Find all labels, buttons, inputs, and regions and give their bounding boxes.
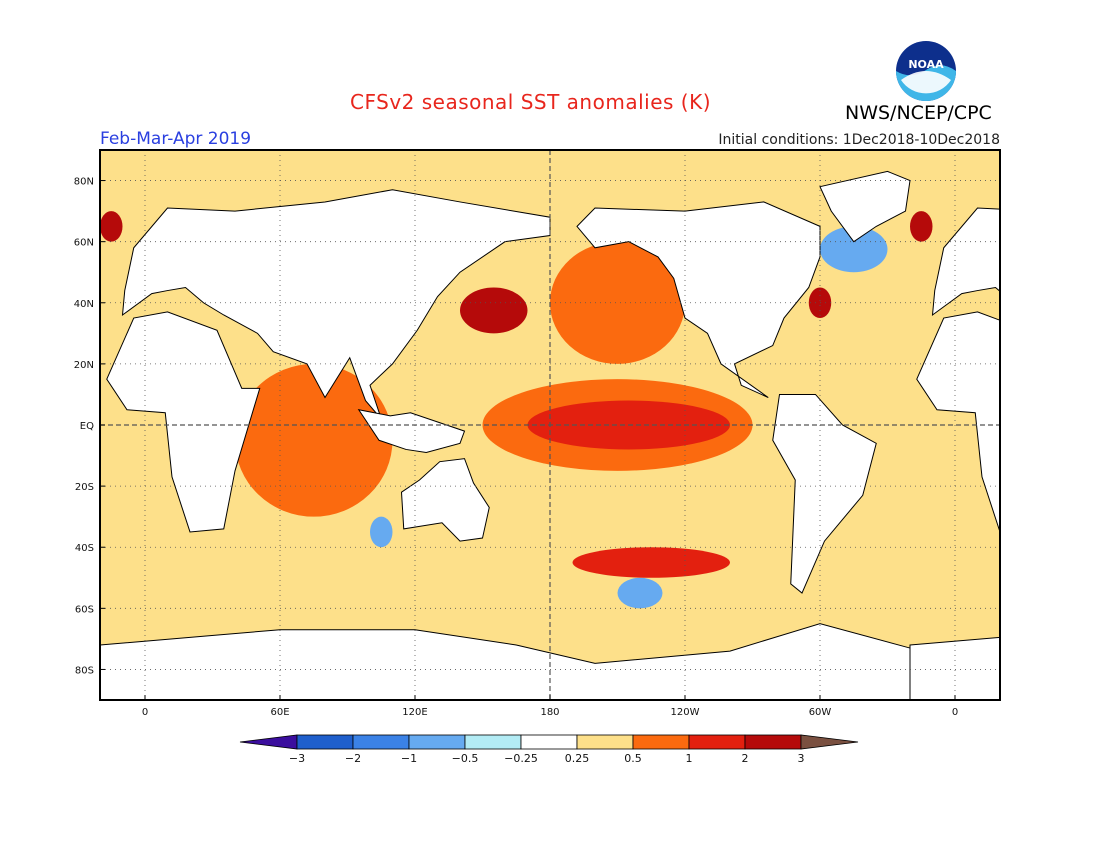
anomaly-region xyxy=(460,287,528,334)
organization-label: NWS/NCEP/CPC xyxy=(845,102,992,124)
colorbar-low-arrow xyxy=(239,734,298,750)
initial-conditions: Initial conditions: 1Dec2018-10Dec2018 xyxy=(718,132,1000,148)
anomaly-region xyxy=(550,241,685,364)
anomaly-region xyxy=(617,577,663,609)
land-south-america xyxy=(772,393,877,594)
colorbar-box xyxy=(632,734,690,750)
land-africa xyxy=(106,311,261,533)
colorbar-label: −2 xyxy=(345,752,361,765)
lat-tick-label: 40S xyxy=(75,543,94,554)
chart-title: CFSv2 seasonal SST anomalies (K) xyxy=(350,90,711,114)
colorbar-label: −0.5 xyxy=(452,752,479,765)
lat-tick-label: 80S xyxy=(75,665,94,676)
land-indonesia xyxy=(357,409,466,454)
logo-text: NOAA xyxy=(908,58,944,71)
colorbar-label: 1 xyxy=(686,752,693,765)
colorbar-label: 3 xyxy=(798,752,805,765)
colorbar-box xyxy=(520,734,578,750)
longitude-ticks: 0 60E 120E 180 120W 60W 0 xyxy=(142,695,958,718)
noaa-logo: NOAA xyxy=(895,40,957,102)
colorbar-box xyxy=(296,734,354,750)
lat-tick-label: 60S xyxy=(75,604,94,615)
anomaly-region xyxy=(100,211,123,242)
colorbar-label: 0.25 xyxy=(565,752,590,765)
colorbar-label: 2 xyxy=(742,752,749,765)
land-australia xyxy=(400,458,490,542)
colorbar-box xyxy=(352,734,410,750)
lon-tick-label: 60W xyxy=(809,707,832,718)
anomaly-region xyxy=(820,226,888,273)
colorbar-high-arrow xyxy=(800,734,859,750)
anomaly-region xyxy=(910,211,933,242)
lon-tick-label: 60E xyxy=(270,707,289,718)
land-antarctica xyxy=(100,623,1000,700)
colorbar-box xyxy=(464,734,522,750)
anomaly-region xyxy=(572,547,730,578)
lat-tick-label: 60N xyxy=(74,238,94,249)
colorbar-label: −1 xyxy=(401,752,417,765)
colorbar-label: −3 xyxy=(289,752,305,765)
lat-tick-label: 20S xyxy=(75,482,94,493)
colorbar-label: 0.5 xyxy=(624,752,642,765)
lat-tick-label: EQ xyxy=(80,421,94,432)
lon-tick-label: 120W xyxy=(671,707,700,718)
land-greenland xyxy=(819,170,911,243)
land-north-america xyxy=(576,201,821,398)
colorbar-box xyxy=(744,734,802,750)
lon-tick-label: 120E xyxy=(402,707,427,718)
forecast-period: Feb-Mar-Apr 2019 xyxy=(100,129,252,149)
lon-tick-label: 0 xyxy=(952,707,958,718)
lon-tick-label: 180 xyxy=(540,707,559,718)
land-eurasia xyxy=(931,207,1000,317)
map-gridlines xyxy=(100,150,1000,700)
colorbar-label: −0.25 xyxy=(504,752,538,765)
anomaly-region xyxy=(235,363,393,517)
lat-tick-label: 40N xyxy=(74,299,94,310)
lon-tick-label: 0 xyxy=(142,707,148,718)
colorbar-box xyxy=(576,734,634,750)
land-africa xyxy=(916,311,1000,533)
land-eurasia xyxy=(121,189,551,420)
colorbar-box xyxy=(688,734,746,750)
colorbar-box xyxy=(408,734,466,750)
anomaly-region xyxy=(370,516,393,548)
lat-tick-label: 80N xyxy=(74,177,94,188)
lat-tick-label: 20N xyxy=(74,360,94,371)
land-antarctica xyxy=(909,636,1000,700)
latitude-ticks: 80N 60N 40N 20N EQ 20S 40S 60S 80S xyxy=(74,177,105,676)
